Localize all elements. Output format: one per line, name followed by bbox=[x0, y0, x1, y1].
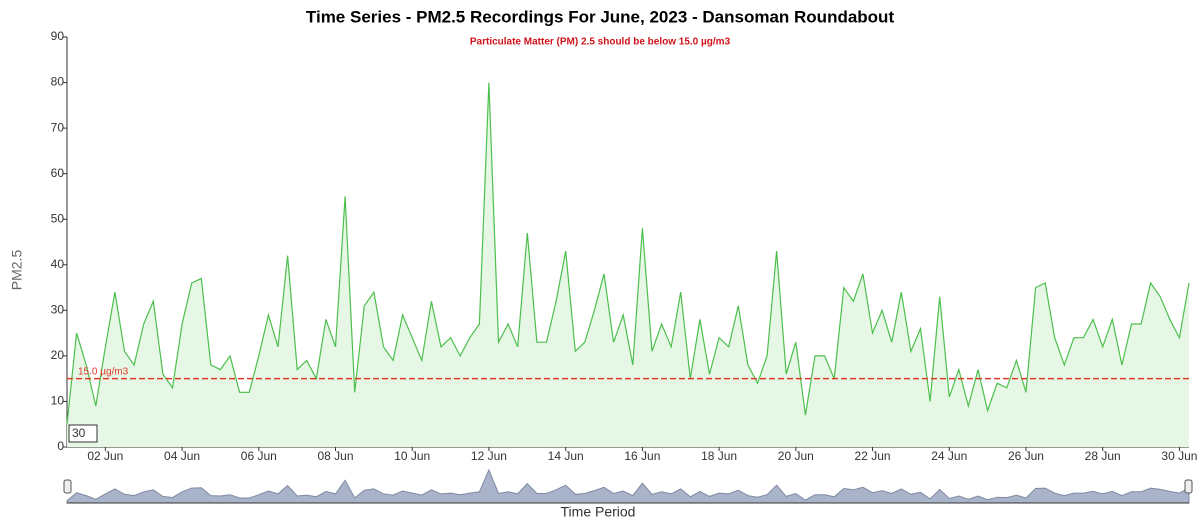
rolling-period: 30 bbox=[72, 426, 86, 440]
range-handle bbox=[1184, 479, 1193, 494]
y-tick-label: 80 bbox=[51, 75, 65, 89]
rolling-period-box bbox=[68, 424, 98, 443]
x-tick-label: 24 Jun bbox=[931, 449, 967, 463]
y-tick-label: 30 bbox=[51, 303, 65, 317]
chart-subtitle: Particulate Matter (PM) 2.5 should be be… bbox=[470, 37, 731, 48]
y-tick-label: 90 bbox=[51, 29, 65, 43]
y-tick-label: 70 bbox=[51, 120, 65, 134]
range-selector-area bbox=[66, 468, 1190, 504]
y-tick-label: 20 bbox=[51, 348, 65, 362]
x-tick-label: 02 Jun bbox=[87, 449, 123, 463]
x-tick-label: 22 Jun bbox=[855, 449, 891, 463]
x-tick-label: 08 Jun bbox=[317, 449, 353, 463]
line bbox=[66, 82, 1190, 425]
x-tick-label: 04 Jun bbox=[164, 449, 200, 463]
y-tick-label: 40 bbox=[51, 257, 65, 271]
chart-title: Time Series - PM2.5 Recordings For June,… bbox=[306, 7, 895, 26]
x-axis-label: Time Period bbox=[561, 504, 636, 520]
x-tick-label: 30 Jun bbox=[1161, 449, 1197, 463]
x-tick-label: 16 Jun bbox=[624, 449, 660, 463]
threshold-label: 15.0 µg/m3 bbox=[78, 366, 129, 377]
x-tick-label: 28 Jun bbox=[1085, 449, 1121, 463]
y-axis-label: PM2.5 bbox=[9, 250, 25, 291]
x-tick-label: 26 Jun bbox=[1008, 449, 1044, 463]
x-tick-label: 06 Jun bbox=[241, 449, 277, 463]
area bbox=[67, 82, 1189, 447]
x-tick-label: 14 Jun bbox=[548, 449, 584, 463]
x-tick-label: 12 Jun bbox=[471, 449, 507, 463]
y-tick-label: 0 bbox=[57, 439, 64, 453]
x-tick-label: 18 Jun bbox=[701, 449, 737, 463]
y-tick-label: 60 bbox=[51, 166, 65, 180]
x-tick-label: 20 Jun bbox=[778, 449, 814, 463]
y-tick-label: 10 bbox=[51, 394, 65, 408]
range-handle bbox=[63, 479, 72, 494]
y-tick-label: 50 bbox=[51, 211, 65, 225]
x-tick-label: 10 Jun bbox=[394, 449, 430, 463]
